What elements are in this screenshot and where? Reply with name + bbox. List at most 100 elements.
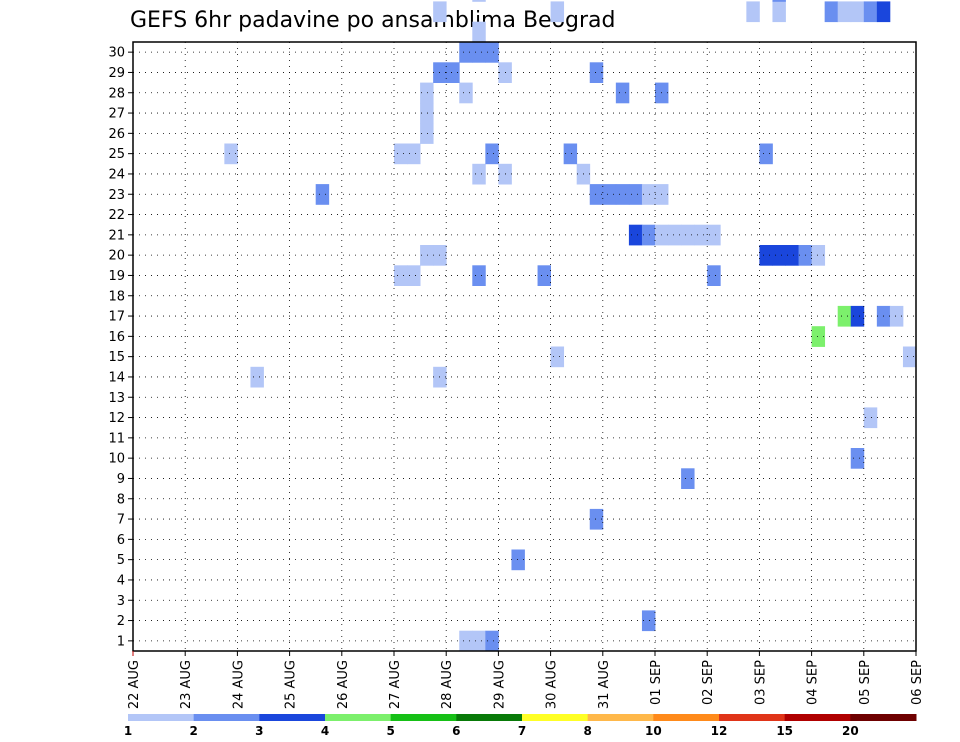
precip-cell [446, 62, 460, 83]
precip-cell [433, 1, 447, 23]
colorbar-swatch [456, 714, 523, 721]
precip-cell [420, 123, 434, 144]
y-tick-label: 23 [108, 188, 125, 203]
precip-cell [472, 0, 486, 2]
colorbar-label: 20 [842, 724, 859, 738]
y-tick-label: 11 [108, 431, 125, 446]
precip-cell [602, 184, 617, 205]
colorbar-swatch [850, 714, 917, 721]
y-tick-label: 17 [108, 310, 125, 325]
precip-cell [420, 82, 434, 104]
precip-cell [472, 265, 486, 286]
precip-cell [420, 102, 434, 124]
precip-cell [615, 184, 630, 205]
precip-cell [537, 265, 551, 286]
colorbar-swatch [325, 714, 392, 721]
precip-cell [837, 305, 852, 327]
precip-cell [811, 326, 826, 347]
precip-cell [850, 448, 865, 469]
x-tick-label: 29 AUG [492, 660, 507, 709]
precip-cell [550, 1, 565, 23]
x-tick-label: 31 AUG [597, 660, 612, 709]
precip-cell [746, 1, 760, 23]
precip-cell [889, 305, 904, 327]
y-tick-label: 24 [108, 167, 125, 182]
x-tick-label: 04 SEP [806, 660, 821, 705]
y-tick-label: 18 [108, 289, 125, 304]
y-tick-label: 4 [117, 573, 125, 588]
colorbar-swatch [719, 714, 786, 721]
precip-cell [563, 143, 578, 165]
y-tick-label: 12 [108, 411, 125, 426]
colorbar-swatch [784, 714, 851, 721]
precip-cell [407, 265, 421, 286]
y-tick-label: 9 [117, 472, 125, 487]
precip-cell [628, 224, 643, 246]
precip-cell [641, 610, 656, 632]
x-tick-label: 03 SEP [753, 660, 768, 705]
precip-cell [785, 245, 799, 266]
y-tick-label: 27 [108, 107, 125, 122]
precip-cell [459, 42, 473, 63]
y-tick-label: 19 [108, 269, 125, 284]
x-tick-label: 02 SEP [701, 660, 716, 705]
colorbar-swatch [653, 714, 720, 721]
x-tick-label: 05 SEP [858, 660, 873, 705]
precip-cell [863, 1, 878, 23]
y-tick-label: 28 [108, 86, 125, 101]
colorbar-label: 4 [321, 724, 329, 738]
precip-cell [694, 224, 708, 246]
precip-cell [420, 245, 434, 266]
precip-cell [589, 184, 604, 205]
plot-frame [132, 41, 917, 652]
precip-cell [407, 143, 421, 165]
colorbar-swatch [259, 714, 326, 721]
colorbar-swatch [193, 714, 260, 721]
y-tick-label: 16 [108, 330, 125, 345]
x-tick-label: 30 AUG [545, 660, 560, 709]
precip-cell [759, 245, 773, 266]
precip-cell [250, 366, 264, 388]
colorbar-label: 12 [711, 724, 728, 738]
y-tick-label: 15 [108, 350, 125, 365]
colorbar-swatch [128, 714, 195, 721]
y-tick-label: 13 [108, 391, 125, 406]
precip-cell [485, 42, 499, 63]
precip-cell [641, 224, 656, 246]
precip-cell [837, 1, 852, 23]
precip-cell [315, 184, 330, 205]
x-axis: 22 AUG 23 AUG 24 AUG 25 AUG 26 AUG 27 AUG 28 A… [127, 651, 925, 709]
y-axis: 1234567891011121314151617181920212223242… [108, 46, 133, 649]
colorbar-swatch [522, 714, 589, 721]
y-tick-label: 1 [117, 634, 125, 649]
precip-cell [459, 630, 473, 652]
precip-cell [824, 1, 839, 23]
precip-cell [472, 630, 486, 652]
precip-cell [589, 508, 604, 530]
precip-cell [772, 1, 786, 23]
precip-cell [550, 346, 565, 368]
colorbar-label: 5 [386, 724, 394, 738]
precip-cell [459, 82, 473, 104]
y-tick-label: 6 [117, 533, 125, 548]
precip-cell [628, 184, 643, 205]
colorbar: 1 2 3 4 5 6 7 8 10 12 15 20 [124, 714, 917, 738]
precip-cell [615, 82, 630, 104]
colorbar-swatch [390, 714, 457, 721]
precip-cell [485, 630, 499, 652]
y-tick-label: 7 [117, 513, 125, 528]
x-tick-label: 06 SEP [910, 660, 925, 705]
y-tick-label: 5 [117, 553, 125, 568]
y-tick-label: 10 [108, 452, 125, 467]
colorbar-label: 2 [189, 724, 197, 738]
precip-cell [772, 245, 786, 266]
x-tick-label: 28 AUG [440, 660, 455, 709]
precip-cell [511, 549, 525, 571]
y-tick-label: 29 [108, 66, 125, 81]
precip-cell [863, 407, 878, 429]
precip-cell [641, 184, 656, 205]
precip-cell [707, 265, 721, 286]
chart-title: GEFS 6hr padavine po ansamblima Beograd [130, 8, 616, 33]
precip-cell [589, 62, 604, 83]
